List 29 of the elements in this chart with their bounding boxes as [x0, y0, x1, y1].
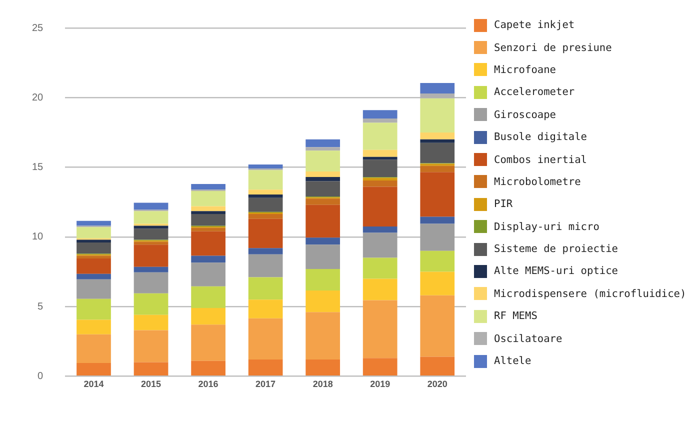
legend-label: Accelerometer	[494, 86, 575, 98]
legend-label: Alte MEMS-uri optice	[494, 265, 618, 278]
y-tick-label: 25	[32, 22, 44, 34]
x-tick-label: 2019	[370, 379, 390, 390]
legend-label: PIR	[494, 198, 513, 210]
y-tick-label: 0	[38, 370, 44, 382]
legend-label: Senzori de presiune	[494, 42, 612, 54]
x-tick-label: 2017	[256, 379, 276, 390]
y-tick-label: 5	[38, 301, 44, 312]
y-tick-label: 20	[32, 92, 44, 104]
x-tick-label: 2016	[198, 379, 218, 390]
x-tick-label: 2015	[141, 379, 162, 390]
legend-label: Oscilatoare	[494, 332, 562, 345]
legend-label: Microfoane	[494, 64, 556, 76]
legend-label: Giroscoape	[494, 108, 556, 121]
legend-label: Combos inertial	[494, 154, 587, 166]
legend-label: Altele	[494, 355, 532, 368]
legend-label: Microbolometre	[494, 176, 581, 188]
legend-label: RF MEMS	[494, 310, 538, 322]
legend-label: Capete inkjet	[494, 19, 575, 32]
y-tick-label: 10	[32, 232, 44, 243]
x-tick-label: 2020	[427, 379, 448, 390]
x-tick-label: 2014	[84, 379, 104, 390]
legend-label: Microdispensere (microfluidice)	[494, 288, 686, 300]
legend-label: Display-uri micro	[494, 220, 600, 233]
x-tick-label: 2018	[312, 379, 333, 390]
legend-label: Busole digitale	[494, 131, 587, 144]
y-tick-label: 15	[32, 162, 44, 174]
legend-label: Sisteme de proiectie	[494, 243, 618, 256]
